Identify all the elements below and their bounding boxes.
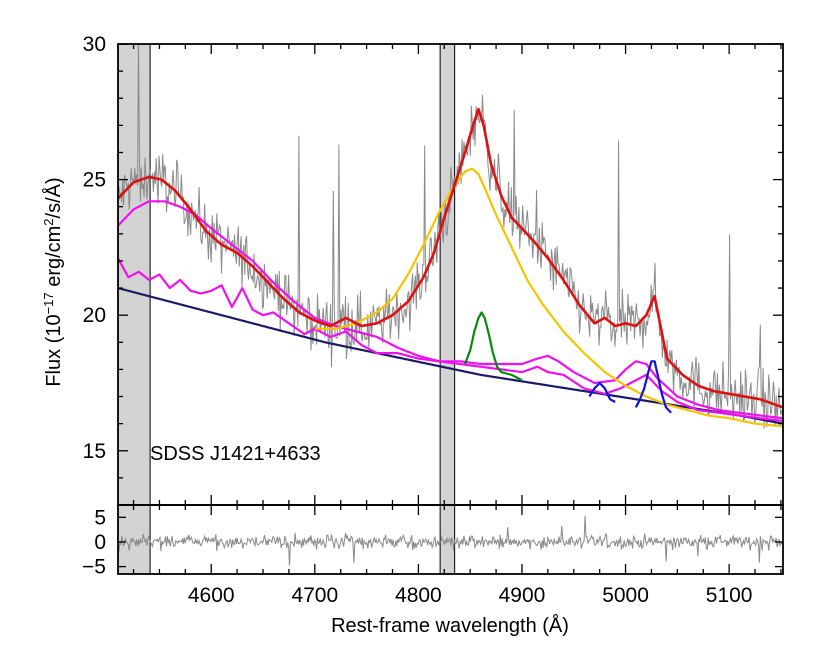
x-tick-label-5100: 5100 bbox=[706, 584, 753, 607]
residual-y-tick-label: −5 bbox=[82, 556, 106, 579]
residual-y-tick-label: 5 bbox=[94, 506, 106, 529]
y-tick-label-30: 30 bbox=[83, 33, 106, 56]
x-axis-label: Rest-frame wavelength (Å) bbox=[331, 614, 569, 637]
series-broad-hbeta bbox=[314, 167, 783, 428]
series-total-model bbox=[118, 107, 783, 409]
residual-y-tick-label: 0 bbox=[94, 531, 106, 554]
series-feii-upper bbox=[118, 200, 783, 420]
model-components bbox=[118, 107, 783, 428]
x-tick-label-4900: 4900 bbox=[499, 584, 546, 607]
axis-ticks: 4600 4700 4800 4900 5000 5100 15 20 25 30 50−5 bbox=[82, 33, 783, 607]
series-narrow-hbeta bbox=[463, 311, 523, 382]
x-tick-label-4800: 4800 bbox=[395, 584, 442, 607]
masked-region-1 bbox=[117, 43, 151, 575]
x-tick-label-4600: 4600 bbox=[188, 584, 235, 607]
residual-line bbox=[118, 515, 783, 566]
x-tick-label-5000: 5000 bbox=[602, 584, 649, 607]
x-tick-label-4700: 4700 bbox=[291, 584, 338, 607]
residual-spectrum bbox=[118, 515, 783, 566]
series-feii-lower bbox=[118, 257, 783, 422]
series-oiii-5007 bbox=[634, 360, 672, 414]
y-axis-label: Flux (10−17 erg/cm2/s/Å) bbox=[41, 177, 66, 386]
residual-panel-frame bbox=[117, 504, 784, 575]
y-tick-label-20: 20 bbox=[83, 304, 106, 327]
series-oiii-4959 bbox=[588, 381, 616, 403]
masked-region-2 bbox=[439, 43, 456, 575]
y-tick-label-15: 15 bbox=[83, 440, 106, 463]
object-label: SDSS J1421+4633 bbox=[150, 443, 321, 465]
y-tick-label-25: 25 bbox=[83, 169, 106, 192]
